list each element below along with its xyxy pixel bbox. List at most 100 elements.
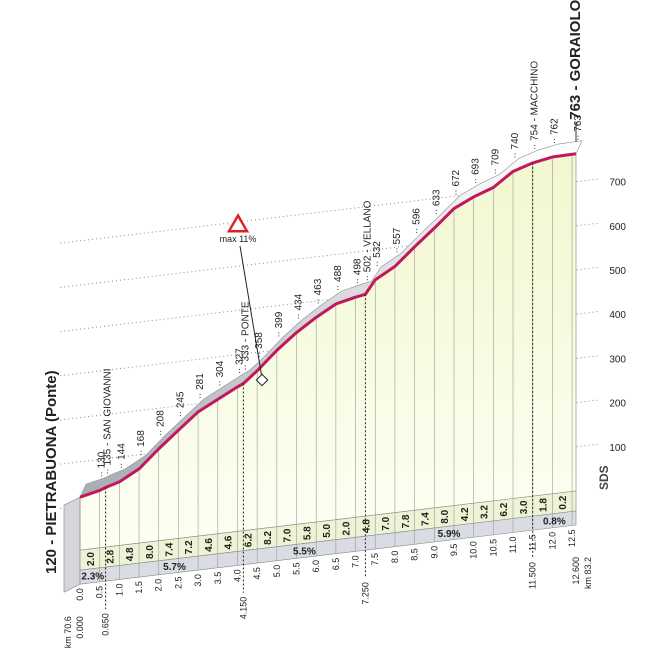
km-label: km 83.2 (583, 557, 593, 589)
gradient-label: 4.8 (125, 547, 136, 561)
y-tick-label: 700 (609, 178, 626, 189)
elevation-label: 327 (234, 348, 245, 365)
y-tick-label: 300 (609, 354, 626, 365)
elevation-label: 754 - MACCHINO (530, 61, 541, 141)
start-label: 120 - PIETRABUONA (Ponte) (43, 370, 60, 574)
elevation-label: 498 (353, 258, 364, 275)
y-tick-label: 100 (609, 443, 626, 454)
x-tick-label: 8.0 (390, 551, 400, 564)
y-tick-label: 500 (609, 266, 626, 277)
gradient-label: 3.2 (479, 505, 490, 519)
elevation-label: 434 (294, 293, 305, 310)
y-tick-label: 200 (609, 399, 626, 410)
elevation-label: 502 - VELLANO (362, 200, 373, 272)
x-tick-label: 5.0 (272, 565, 282, 578)
gradient-label: 0.2 (558, 495, 569, 509)
x-tick-label: 1.0 (114, 584, 124, 597)
x-tick-label: 6.0 (311, 560, 321, 573)
distance-marker-label: 0.650 (101, 613, 111, 636)
distance-marker-label: 7.250 (360, 582, 370, 605)
x-tick-label: 10.5 (488, 539, 498, 557)
elevation-label: 135 - SAN GIOVANNI (103, 368, 114, 465)
elevation-label: 358 (254, 332, 265, 349)
distance-marker-label: 0.000 (75, 616, 85, 639)
elevation-label: 144 (116, 443, 127, 460)
elevation-label: 245 (175, 391, 186, 408)
gradient-label: 4.8 (361, 519, 372, 533)
gradient-label: 2.8 (106, 549, 117, 563)
x-tick-label: 4.5 (252, 567, 262, 580)
gradient-label: 7.0 (283, 528, 294, 542)
gradient-label: 4.6 (224, 535, 235, 549)
gradient-label: 3.0 (519, 500, 530, 514)
gradient-label: 7.2 (184, 540, 195, 554)
annotation-marker (255, 373, 269, 387)
average-gradient-label: 0.8% (543, 517, 566, 528)
profile-line (79, 152, 577, 499)
x-tick-label: 7.5 (370, 553, 380, 566)
average-gradient-label: 2.3% (81, 572, 104, 583)
elevation-label: 463 (313, 278, 324, 295)
x-tick-label: 7.0 (351, 555, 361, 568)
gradient-label: 7.0 (381, 516, 392, 530)
x-tick-label: 6.5 (331, 558, 341, 571)
elevation-label: 304 (215, 360, 226, 377)
x-tick-label: 3.0 (193, 574, 203, 587)
gradient-label: 8.0 (145, 545, 156, 559)
elevation-label: 693 (471, 158, 482, 175)
elevation-label: 532 (372, 241, 383, 258)
elevation-label: 130 (97, 451, 108, 468)
gradient-label: 2.0 (86, 552, 97, 566)
elevation-label: 399 (274, 311, 285, 328)
gradient-label: 5.8 (302, 526, 313, 540)
x-tick-label: 4.0 (232, 569, 242, 582)
gradient-label: 4.2 (460, 507, 471, 521)
gradient-label: 1.8 (539, 498, 550, 512)
x-tick-label: 2.5 (173, 576, 183, 589)
elevation-label: 633 (431, 189, 442, 206)
y-tick-label: 600 (609, 222, 626, 233)
elevation-label: 596 (412, 208, 423, 225)
x-tick-label: 5.5 (292, 562, 302, 575)
gradient-label: 7.8 (401, 514, 412, 528)
elevation-label: 672 (451, 169, 462, 186)
gradient-label: 5.0 (322, 523, 333, 537)
y-tick-label: 400 (609, 310, 626, 321)
average-gradient-label: 5.7% (163, 562, 186, 573)
elevation-label: 168 (136, 430, 147, 447)
elevation-label: 333 - PONTE (240, 301, 251, 361)
x-tick-label: 0.0 (75, 588, 85, 601)
gradient-label: 4.6 (204, 538, 215, 552)
gradient-label: 7.4 (420, 512, 431, 526)
x-tick-label: 9.0 (429, 546, 439, 559)
elevation-label: 763 (573, 115, 584, 132)
average-gradient-label: 5.9% (438, 529, 461, 540)
x-tick-label: 12.0 (547, 532, 557, 550)
gradient-label: 8.0 (440, 509, 451, 523)
gradient-label: 8.2 (263, 531, 274, 545)
x-tick-label: 12.5 (567, 529, 577, 547)
gradient-label: 7.4 (165, 542, 176, 556)
distance-marker-label: 4.150 (238, 597, 248, 620)
elevation-label: 281 (195, 373, 206, 390)
x-tick-label: 9.5 (449, 544, 459, 557)
x-tick-label: 8.5 (410, 548, 420, 561)
credit: SDS (597, 465, 611, 490)
gradient-label: 6.2 (243, 533, 254, 547)
finish-label: 763 - GORAIOLO (567, 0, 584, 120)
annotation: max 11% (220, 234, 257, 244)
elevation-label: 740 (510, 132, 521, 149)
x-tick-label: 11.5 (528, 534, 538, 551)
km-label: km 70.6 (63, 616, 73, 648)
x-tick-label: 3.5 (213, 572, 223, 585)
elevation-label: 557 (392, 227, 403, 244)
profile-side (63, 496, 81, 593)
distance-marker-label: 11.500 (528, 562, 538, 589)
max-annotation: max 11% (220, 210, 269, 387)
elevation-label: 208 (156, 410, 167, 427)
x-tick-label: 11.0 (508, 537, 518, 554)
average-gradient-label: 5.5% (293, 546, 316, 557)
annotation-leader (239, 245, 263, 379)
x-tick-label: 0.5 (95, 586, 105, 599)
